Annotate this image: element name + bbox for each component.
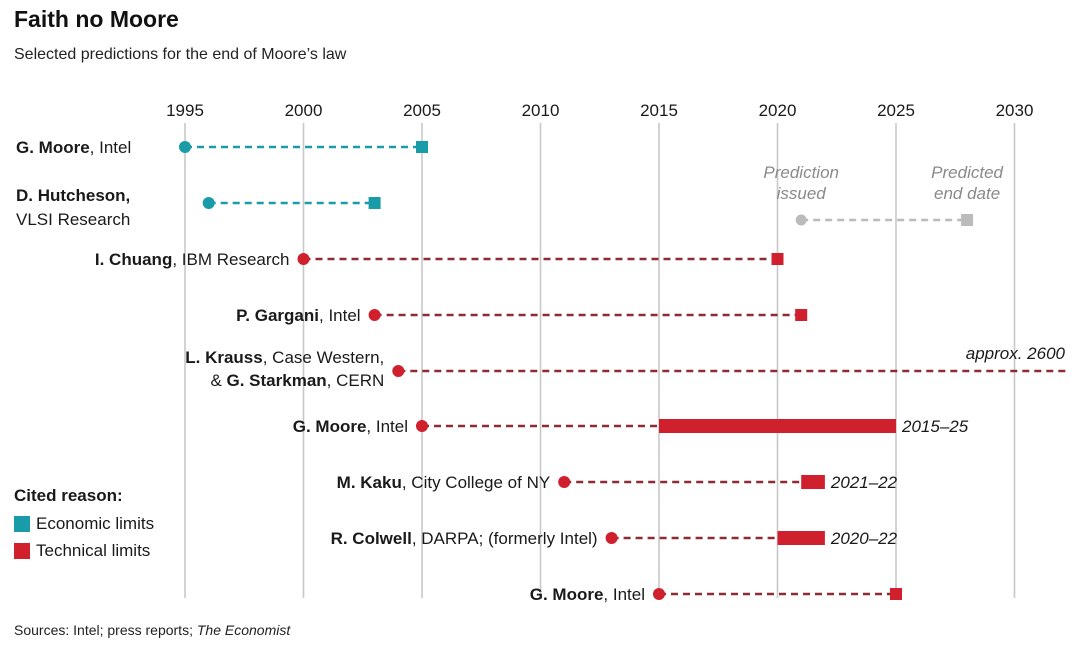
prediction-row-7: 2021–22 M. Kaku, City College of NY [337,473,898,492]
prediction-name-label: M. Kaku, City College of NY [337,473,551,492]
end-marker [368,197,381,209]
issued-marker [297,253,310,265]
x-tick-label-2020: 2020 [759,101,797,120]
legend-title: Cited reason: [14,486,123,505]
prediction-row-9: G. Moore, Intel [530,585,902,604]
end-marker [771,253,784,265]
prediction-row-5: approx. 2600 L. Krauss, Case Western, & G.… [185,344,1070,390]
end-range-bar [801,475,825,489]
prediction-org-label: VLSI Research [16,210,130,229]
issued-marker [202,197,215,209]
prediction-row-8: 2020–22 R. Colwell, DARPA; (formerly Inte… [331,529,898,548]
legend-item-technical: Technical limits [14,541,154,561]
legend-item-economic: Economic limits [14,514,154,534]
prediction-name-label: G. Moore, Intel [530,585,645,604]
legend-label-technical: Technical limits [36,541,151,560]
end-marker [890,588,902,600]
end-date-label: 2020–22 [830,529,898,548]
issued-marker [179,141,191,153]
source-prefix: Sources: Intel; press reports; [14,622,197,638]
prediction-name-label-line2: & G. Starkman, CERN [210,371,384,390]
key-end-label: Predicted end date [931,163,1003,203]
prediction-name-label: I. Chuang, IBM Research [95,250,290,269]
prediction-name-label: G. Moore, Intel [293,417,408,436]
x-tick-label-2000: 2000 [285,101,323,120]
end-range-bar [777,531,825,545]
prediction-name-label: P. Gargani, Intel [236,306,360,325]
prediction-row-6: 2015–25 G. Moore, Intel [293,417,969,436]
source-publication: The Economist [196,622,291,638]
prediction-row-2: D. Hutcheson, VLSI Research [16,186,381,229]
issued-marker [653,588,665,600]
prediction-name-label: D. Hutcheson, [16,186,130,205]
x-tick-label-1995: 1995 [166,101,204,120]
x-tick-label-2010: 2010 [522,101,560,120]
chart-title: Faith no Moore [14,6,179,32]
source-note: Sources: Intel; press reports; The Econo… [14,622,290,638]
prediction-name-label: R. Colwell, DARPA; (formerly Intel) [331,529,598,548]
key-end-marker [961,214,974,226]
prediction-name-label: L. Krauss, Case Western, [185,348,384,367]
end-range-bar [659,419,896,433]
issued-marker [392,365,405,377]
prediction-row-4: P. Gargani, Intel [236,306,808,325]
key-issued-label: Prediction issued [763,163,839,203]
key-annotation: Prediction issued Predicted end date [763,163,1004,226]
prediction-row-1: G. Moore, Intel [16,138,428,157]
end-marker [795,309,808,321]
prediction-name-label: G. Moore, Intel [16,138,131,157]
x-tick-label-2030: 2030 [996,101,1034,120]
x-tick-label-2005: 2005 [403,101,441,120]
legend-swatch-technical [14,543,30,559]
issued-marker [416,420,428,432]
legend-label-economic: Economic limits [36,514,155,533]
gridlines [184,123,1016,598]
legend-swatch-economic [14,516,30,532]
end-date-label: 2015–25 [901,417,969,436]
end-marker [416,141,428,153]
issued-marker [558,476,571,488]
x-tick-label-2025: 2025 [877,101,915,120]
issued-marker [368,309,381,321]
x-tick-label-2015: 2015 [640,101,678,120]
legend: Cited reason: Economic limits Technical … [14,486,154,568]
chart-subtitle: Selected predictions for the end of Moor… [14,46,347,63]
end-date-label: 2021–22 [830,473,898,492]
issued-marker [605,532,618,544]
key-issued-marker [795,214,807,226]
prediction-row-3: I. Chuang, IBM Research [95,250,784,269]
end-date-label: approx. 2600 [966,344,1066,363]
